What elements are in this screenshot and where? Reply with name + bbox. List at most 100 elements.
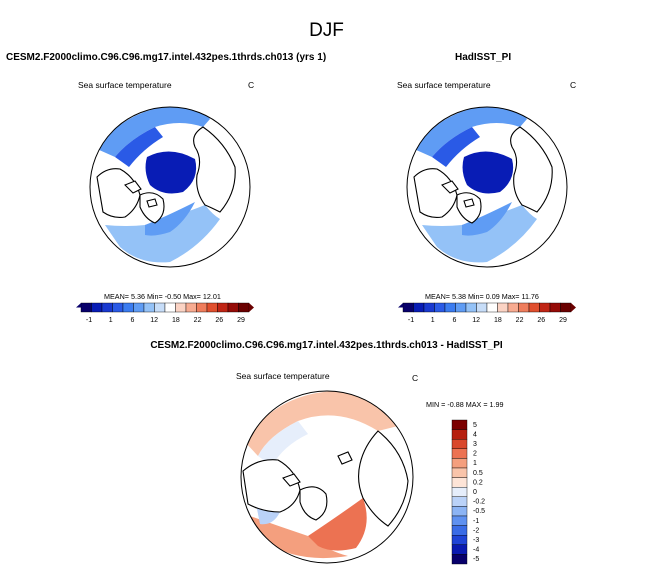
sst-region-bering-sea <box>115 127 163 167</box>
colorbar-swatch <box>451 515 468 526</box>
colorbar-tick-label: -0.2 <box>473 499 485 506</box>
colorbar-tick-label: 4 <box>473 431 477 438</box>
colorbar-swatch <box>444 302 456 313</box>
colorbar-swatch <box>451 506 468 517</box>
colorbar-tick-label: 18 <box>494 317 502 324</box>
colorbar-tick-label: 2 <box>473 451 477 458</box>
panel-title-hadisst: HadISST_PI <box>455 52 512 63</box>
colorbar-tick-label: -1 <box>86 317 92 324</box>
stats-diff: MIN = -0.88 MAX = 1.99 <box>426 400 504 409</box>
colorbar-swatch <box>451 477 468 488</box>
colorbar-tick-label: 26 <box>537 317 545 324</box>
colorbar-tick-label: 1 <box>473 460 477 467</box>
land-greenland <box>299 486 328 521</box>
stats-hadisst: MEAN= 5.38 Min= 0.09 Max= 11.76 <box>425 292 539 301</box>
colorbar-tick-label: 12 <box>150 317 158 324</box>
map-border <box>406 106 568 268</box>
colorbar-swatch <box>112 302 124 313</box>
colorbar-tick-label: 5 <box>473 422 477 429</box>
units-diff: C <box>412 373 419 383</box>
colorbar-arrow-low <box>76 303 81 308</box>
sst-diff-bering-sea <box>258 421 308 466</box>
map-content <box>407 107 567 267</box>
colorbar-swatch <box>206 302 218 313</box>
colorbar-swatch <box>451 544 468 555</box>
colorbar-tick-label: -1 <box>473 518 479 525</box>
colorbar-swatch <box>402 302 414 313</box>
colorbar-swatch <box>122 302 134 313</box>
units-hadisst: C <box>570 80 577 90</box>
colorbar-swatch <box>451 486 468 497</box>
colorbar-tick-label: 22 <box>516 317 524 324</box>
colorbar-swatch <box>227 302 239 313</box>
colorbar-swatch <box>413 302 425 313</box>
subtitle-hadisst: Sea surface temperature <box>397 80 491 90</box>
colorbar-swatch <box>80 302 92 313</box>
colorbar-tick-label: 29 <box>559 317 567 324</box>
colorbar-diff: 5 4 3 2 1 0.5 0.2 0 -0.2 -0.5 -1 -2 -3 -4 -5 <box>451 419 485 565</box>
colorbar-swatch <box>560 302 572 313</box>
colorbar-swatch <box>196 302 208 313</box>
colorbar-tick-label: 0.5 <box>473 470 483 477</box>
colorbar-arrow-low <box>398 303 403 308</box>
colorbar-arrow-high <box>571 303 576 312</box>
sst-diff-north-pacific <box>244 391 398 456</box>
colorbar-swatch <box>434 302 446 313</box>
sst-region-north-pacific <box>414 107 527 157</box>
colorbar-swatch <box>238 302 250 313</box>
sst-region-bering-sea <box>432 127 480 167</box>
colorbar-swatch <box>217 302 229 313</box>
colorbar-tick-label: -1 <box>408 317 414 324</box>
colorbar-swatch <box>101 302 113 313</box>
colorbar-swatch <box>451 525 468 536</box>
land-arctic-islands <box>282 451 353 487</box>
colorbar-swatch <box>451 534 468 545</box>
colorbar-swatch <box>451 448 468 459</box>
colorbar-tick-label: -2 <box>473 527 479 534</box>
panel-title-diff: CESM2.F2000climo.C96.C96.mg17.intel.432p… <box>150 340 503 351</box>
land-greenland <box>139 192 165 224</box>
colorbar-swatch <box>451 429 468 440</box>
units-cesm: C <box>248 80 255 90</box>
map-content <box>241 391 413 563</box>
map-border <box>89 106 251 268</box>
colorbar-tick-label: 0 <box>473 489 477 496</box>
map-border <box>240 390 414 564</box>
colorbar-swatch <box>497 302 509 313</box>
colorbar-tick-label: 1 <box>109 317 113 324</box>
map-cesm <box>89 106 251 268</box>
colorbar-swatch <box>507 302 519 313</box>
sst-region-arctic-ocean <box>462 151 514 194</box>
land-greenland <box>456 192 482 224</box>
colorbar-tick-label: -5 <box>473 556 479 563</box>
colorbar-hadisst: -1 1 6 12 18 22 26 29 <box>398 302 576 324</box>
colorbar-tick-label: -0.5 <box>473 508 485 515</box>
panel-title-cesm: CESM2.F2000climo.C96.C96.mg17.intel.432p… <box>6 52 327 63</box>
colorbar-swatch <box>539 302 551 313</box>
colorbar-swatch <box>143 302 155 313</box>
colorbar-swatch <box>451 458 468 469</box>
colorbar-swatch <box>465 302 477 313</box>
land-islands <box>441 180 475 208</box>
colorbar-swatch <box>476 302 488 313</box>
map-content <box>90 107 250 267</box>
map-hadisst <box>406 106 568 268</box>
sst-region-norwegian-sea <box>145 202 195 236</box>
subtitle-diff: Sea surface temperature <box>236 371 330 381</box>
sst-diff-nordic-seas <box>308 498 367 551</box>
colorbar-tick-label: -4 <box>473 547 479 554</box>
colorbar-swatch <box>451 419 468 430</box>
colorbar-swatch <box>486 302 498 313</box>
land-eurasia <box>510 126 553 213</box>
stats-cesm: MEAN= 5.36 Min= -0.50 Max= 12.01 <box>104 292 221 301</box>
colorbar-swatch <box>154 302 166 313</box>
colorbar-swatch <box>549 302 561 313</box>
colorbar-swatch <box>175 302 187 313</box>
colorbar-swatch <box>451 467 468 478</box>
colorbar-tick-label: 22 <box>194 317 202 324</box>
colorbar-swatch <box>455 302 467 313</box>
colorbar-swatch <box>518 302 530 313</box>
subtitle-cesm: Sea surface temperature <box>78 80 172 90</box>
colorbar-swatch <box>423 302 435 313</box>
colorbar-tick-label: 6 <box>130 317 134 324</box>
